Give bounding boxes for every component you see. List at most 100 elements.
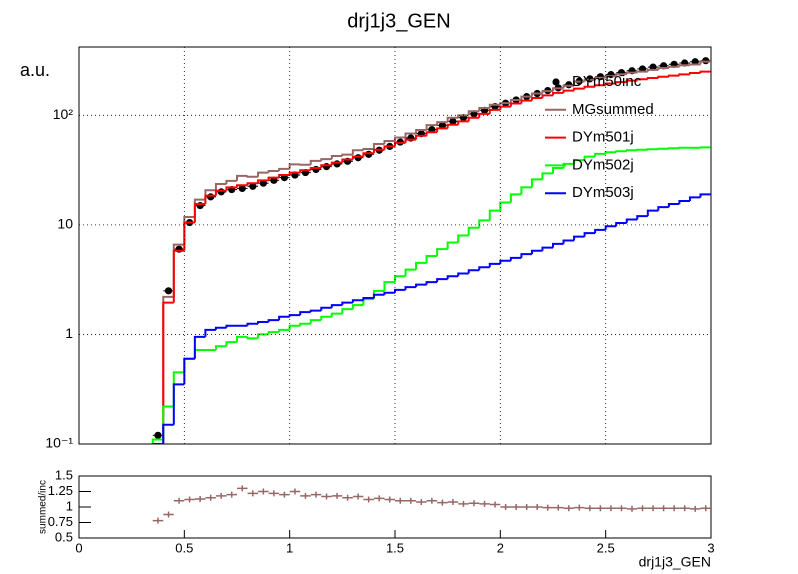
histogram-step <box>667 65 680 69</box>
histogram-step <box>530 249 543 255</box>
histogram-step <box>183 357 195 373</box>
histogram-step <box>383 291 395 295</box>
ratio-point <box>689 505 701 512</box>
histogram-step <box>183 357 195 385</box>
data-point <box>449 117 457 125</box>
x-tick-label: 2 <box>497 540 504 555</box>
histogram-step <box>615 221 627 227</box>
histogram-step <box>341 158 353 163</box>
ratio-point <box>279 491 290 498</box>
data-point <box>154 431 162 439</box>
histogram-step <box>688 196 701 202</box>
ratio-point <box>247 490 259 497</box>
histogram-step <box>153 447 164 454</box>
ratio-plot <box>152 485 711 524</box>
ratio-point <box>458 500 469 507</box>
chart-title: drj1j3_GEN <box>347 10 450 32</box>
histogram-step <box>404 268 417 277</box>
histogram-step <box>372 148 385 154</box>
y-tick-label: 1.25 <box>48 483 73 498</box>
histogram-step <box>467 116 480 122</box>
ratio-point <box>553 504 564 511</box>
ratio-point <box>479 500 490 507</box>
data-point <box>365 150 373 158</box>
histogram-step <box>499 259 511 264</box>
histogram-step <box>351 155 364 160</box>
ratio-point <box>163 511 174 518</box>
histogram-step <box>351 299 364 303</box>
histogram-step <box>478 112 490 118</box>
ratio-point <box>405 497 417 504</box>
histogram-step <box>520 186 532 195</box>
histogram-step <box>562 239 575 244</box>
ratio-point <box>679 505 690 512</box>
histogram-step <box>278 167 290 172</box>
histogram-step <box>625 218 638 223</box>
histogram-step <box>457 272 469 277</box>
legend-label: MGsummed <box>572 101 654 118</box>
histogram-step <box>183 221 195 251</box>
histogram-step <box>172 249 185 303</box>
ratio-point <box>605 505 617 512</box>
histogram-step <box>236 184 248 188</box>
ratio-point <box>542 504 553 511</box>
ratio-point <box>700 505 711 512</box>
histogram-step <box>320 306 332 311</box>
histogram-step <box>509 98 522 104</box>
data-point <box>238 184 246 193</box>
histogram-step <box>552 242 564 248</box>
ratio-y-axis-label: summed/inc <box>38 480 49 534</box>
histogram-step <box>446 116 459 123</box>
y-tick-label: 10² <box>53 106 74 122</box>
y-tick-label: 10 <box>57 216 73 232</box>
histogram-step <box>278 174 290 178</box>
histogram-step <box>583 85 596 89</box>
ratio-point <box>616 505 627 512</box>
histogram-step <box>162 405 174 440</box>
histogram-step <box>257 171 269 177</box>
histogram-step <box>267 319 280 322</box>
histogram-step <box>562 84 575 89</box>
histogram-step <box>436 278 448 283</box>
legend-label: DYm501j <box>572 129 634 146</box>
histogram-step <box>594 76 606 80</box>
histogram-step <box>214 345 227 351</box>
histogram-step <box>520 99 532 104</box>
x-tick-label: 1.5 <box>386 540 404 555</box>
ratio-point <box>416 499 427 506</box>
ratio-point <box>437 499 448 506</box>
histogram-step <box>309 167 322 171</box>
ratio-point <box>426 497 438 504</box>
histogram-step <box>478 266 490 271</box>
histogram-step <box>509 256 522 261</box>
ratio-point <box>595 505 606 512</box>
histogram-step <box>499 105 511 110</box>
histogram-step <box>646 68 659 72</box>
histogram-step <box>278 328 290 333</box>
histogram-step <box>636 70 648 73</box>
histogram-step <box>541 94 553 98</box>
histogram-step <box>583 78 596 82</box>
histogram-step <box>520 253 532 258</box>
histogram-step <box>193 203 206 223</box>
histogram-step <box>288 171 301 176</box>
histogram-step <box>246 336 259 340</box>
histogram-step <box>604 75 617 78</box>
histogram-step <box>541 172 553 180</box>
data-point <box>164 287 173 295</box>
y-tick-label: 10⁻¹ <box>45 435 73 451</box>
histogram-step <box>499 201 511 211</box>
histogram-step <box>688 63 701 66</box>
histogram-step <box>162 423 174 444</box>
histogram-step <box>699 193 711 198</box>
histogram-step <box>530 96 543 101</box>
x-tick-label: 2.5 <box>597 540 615 555</box>
y-tick-label: 1 <box>65 325 73 341</box>
ratio-point <box>500 504 511 510</box>
histogram-step <box>162 301 174 444</box>
histogram-step <box>394 141 406 147</box>
histogram-step <box>341 301 353 306</box>
histogram-step <box>488 108 501 114</box>
histogram-step <box>562 162 575 169</box>
histogram-step <box>594 152 606 157</box>
